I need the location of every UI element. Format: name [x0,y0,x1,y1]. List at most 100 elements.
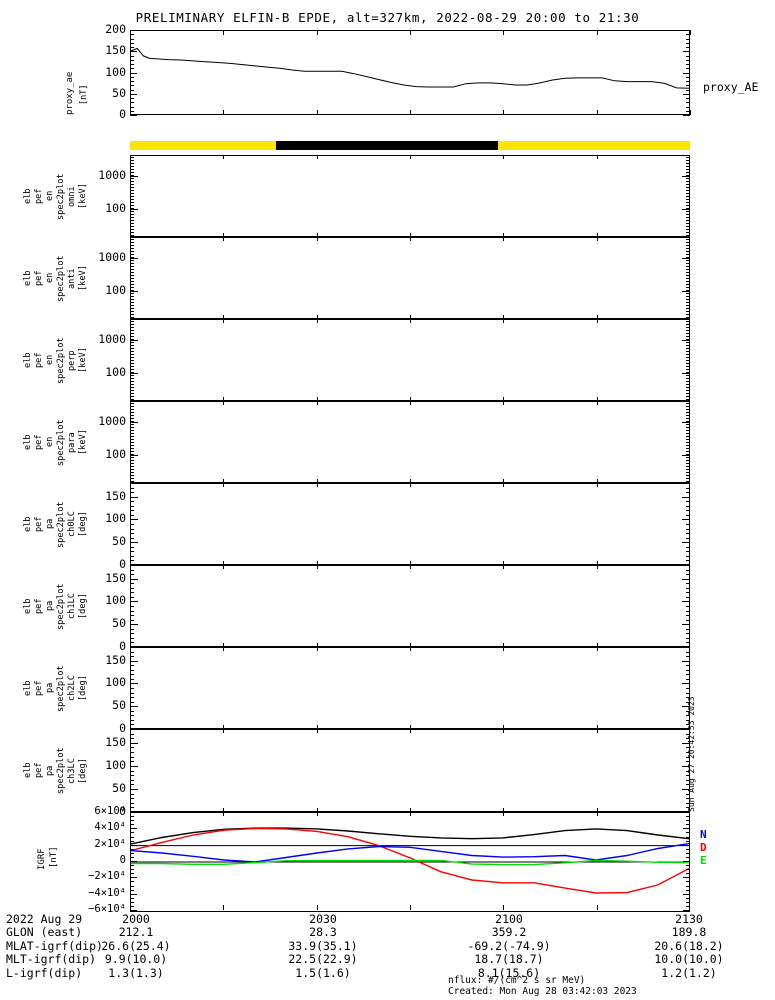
axis-minor-tick [686,442,690,443]
panel-pa-spec2plot-ch2LC-ylabel-part: pef [34,680,44,696]
axis-minor-tick [686,706,690,708]
panel-en-spec2plot-perp-ylabel-part: elb [23,352,33,368]
axis-tick [503,905,505,910]
axis-minor-tick [686,844,690,846]
axis-minor-tick [130,245,134,246]
axis-minor-tick [130,578,134,580]
axis-minor-tick [130,683,134,685]
axis-minor-tick [130,166,134,167]
axis-minor-tick [686,481,690,482]
axis-tick [223,647,225,651]
axis-tick [682,422,690,424]
axis-tick [596,729,598,733]
axis-tick [410,729,411,733]
axis-tick [223,237,225,241]
axis-minor-tick [130,333,134,334]
axis-minor-tick [130,324,134,325]
axis-minor-tick [686,478,690,479]
axis-minor-tick [130,281,134,282]
axis-minor-tick [686,226,690,227]
panel-en-spec2plot-para-ylabel-part: para [67,431,77,453]
axis-tick [316,233,318,237]
axis-minor-tick [130,363,134,364]
axis-tick [410,319,411,323]
axis-minor-tick [130,802,134,804]
axis-minor-tick [686,55,690,57]
axis-minor-tick [130,844,134,846]
axis-tick [316,812,318,816]
axis-tick [596,479,598,483]
axis-minor-tick [130,76,134,78]
axis-tick [410,397,411,401]
ephemeris-cell: 20.6(18.2) [654,938,724,953]
axis-minor-tick [686,893,690,895]
axis-minor-tick [130,242,134,243]
axis-minor-tick [130,533,134,535]
axis-minor-tick [686,519,690,521]
axis-minor-tick [686,542,690,544]
axis-minor-tick [130,190,134,191]
panel-pa-spec2plot-ch0LC-ylabel-part: spec2plot [56,501,66,548]
axis-minor-tick [686,93,690,95]
axis-minor-tick [130,254,134,255]
axis-minor-tick [686,235,690,236]
axis-minor-tick [686,360,690,361]
axis-minor-tick [686,701,690,703]
axis-minor-tick [686,214,690,215]
proxy-ae-plot-area [131,47,689,89]
axis-minor-tick [130,893,134,895]
axis-minor-tick [686,463,690,464]
axis-minor-tick [130,433,134,434]
axis-tick [316,110,318,115]
ephemeris-cell: 1.2(1.2) [661,965,717,980]
axis-minor-tick [130,366,134,367]
ephemeris-cell: 26.6(25.4) [101,938,171,953]
panel-pa-spec2plot-ch2LC-ylabel-part: ch2LC [67,675,77,702]
axis-tick [682,291,690,293]
axis-tick [130,601,138,603]
axis-minor-tick [130,172,134,173]
axis-tick [316,483,318,487]
axis-minor-tick [686,375,690,376]
axis-minor-tick [130,175,134,176]
axis-minor-tick [686,172,690,173]
axis-minor-tick [686,327,690,328]
panel-pa-spec2plot-ch0LC-ylabel-part: pa [45,518,55,530]
axis-minor-tick [130,460,134,461]
axis-minor-tick [130,784,134,786]
axis-minor-tick [130,633,134,635]
axis-tick [223,315,225,319]
panel-en-spec2plot-perp-ylabel-part: perp [67,349,77,371]
axis-minor-tick [686,76,690,78]
axis-tick [410,401,411,405]
axis-tick [316,905,318,910]
axis-tick [410,110,411,115]
axis-tick [223,110,225,115]
axis-minor-tick [130,656,134,658]
axis-tick [503,812,505,816]
axis-minor-tick [130,565,134,566]
axis-minor-tick [686,710,690,712]
axis-minor-tick [686,290,690,291]
panel-pa-spec2plot-ch0LC-ytick: 50 [112,534,126,549]
axis-tick [596,315,598,319]
panel-proxy-ae-ytick: 50 [112,85,126,100]
ephemeris-cell: 359.2 [491,925,527,940]
axis-minor-tick [686,34,690,36]
axis-minor-tick [130,72,134,74]
axis-minor-tick [130,257,134,258]
axis-minor-tick [130,360,134,361]
ephemeris-cell: 1.5(1.6) [295,965,351,980]
axis-minor-tick [130,314,134,315]
axis-tick [130,455,138,457]
axis-minor-tick [686,357,690,358]
panel-igrf-ytick: −2×10⁴ [88,870,126,883]
panel-igrf-ylabel: IGRF [37,848,47,870]
axis-minor-tick [130,59,134,61]
axis-minor-tick [130,457,134,458]
axis-tick [596,110,598,115]
axis-minor-tick [130,496,134,498]
axis-minor-tick [686,752,690,754]
axis-minor-tick [686,421,690,422]
axis-minor-tick [130,724,134,726]
